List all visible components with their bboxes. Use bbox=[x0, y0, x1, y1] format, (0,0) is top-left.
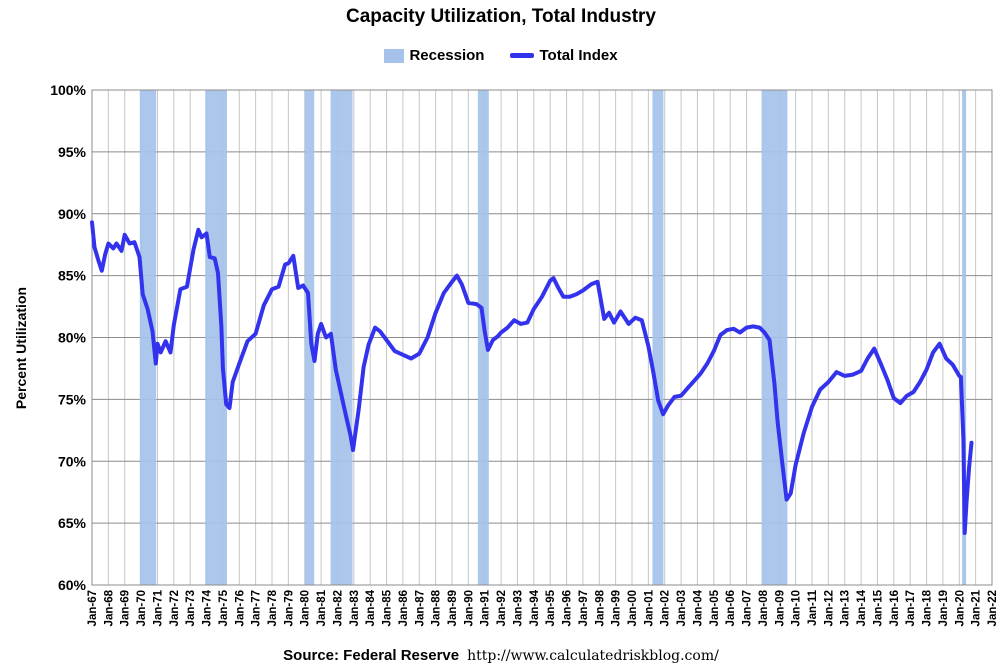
total-index-line bbox=[90, 220, 974, 535]
x-tick-label: Jan-87 bbox=[414, 590, 426, 626]
x-tick-label: Jan-78 bbox=[267, 589, 279, 626]
x-tick-label: Jan-99 bbox=[611, 590, 623, 626]
x-tick-label: Jan-03 bbox=[676, 590, 688, 626]
y-tick-label: 80% bbox=[58, 330, 87, 346]
y-tick-label: 70% bbox=[58, 453, 87, 469]
x-tick-label: Jan-92 bbox=[496, 590, 508, 626]
recession-band bbox=[962, 90, 967, 585]
x-tick-label: Jan-70 bbox=[136, 590, 148, 626]
x-tick-label: Jan-01 bbox=[643, 589, 655, 626]
x-tick-label: Jan-11 bbox=[807, 589, 819, 625]
x-tick-label: Jan-13 bbox=[840, 590, 852, 626]
x-tick-label: Jan-97 bbox=[578, 590, 590, 626]
legend-swatch-total-index bbox=[510, 53, 535, 58]
x-tick-label: Jan-69 bbox=[120, 590, 132, 626]
legend-item-recession: Recession bbox=[384, 47, 484, 64]
chart-title: Capacity Utilization, Total Industry bbox=[345, 6, 656, 27]
x-tick-label: Jan-93 bbox=[512, 590, 524, 626]
x-tick-label: Jan-05 bbox=[709, 589, 721, 626]
x-tick-label: Jan-67 bbox=[87, 590, 99, 626]
x-tick-label: Jan-84 bbox=[365, 589, 377, 626]
x-tick-label: Jan-77 bbox=[251, 590, 263, 626]
x-tick-label: Jan-15 bbox=[872, 589, 884, 626]
x-tick-label: Jan-76 bbox=[234, 590, 246, 626]
x-tick-label: Jan-21 bbox=[971, 589, 983, 626]
y-tick-label: 90% bbox=[58, 206, 87, 222]
x-tick-label: Jan-20 bbox=[954, 590, 966, 626]
x-tick-label: Jan-85 bbox=[382, 589, 394, 626]
x-tick-label: Jan-73 bbox=[185, 590, 197, 626]
x-tick-label: Jan-68 bbox=[103, 589, 115, 626]
x-tick-label: Jan-22 bbox=[987, 590, 999, 626]
x-tick-label: Jan-79 bbox=[283, 590, 295, 626]
x-tick-label: Jan-96 bbox=[562, 590, 574, 626]
x-tick-label: Jan-18 bbox=[922, 589, 934, 626]
y-tick-label: 75% bbox=[58, 391, 87, 407]
recession-band bbox=[205, 90, 227, 585]
x-tick-label: Jan-89 bbox=[447, 590, 459, 626]
x-tick-label: Jan-74 bbox=[202, 589, 214, 626]
y-tick-label: 60% bbox=[58, 577, 87, 593]
x-tick-label: Jan-19 bbox=[938, 590, 950, 626]
x-tick-label: Jan-72 bbox=[169, 590, 181, 626]
x-tick-label: Jan-91 bbox=[480, 589, 492, 626]
recession-band bbox=[139, 90, 157, 585]
x-tick-label: Jan-06 bbox=[725, 590, 737, 626]
x-tick-label: Jan-82 bbox=[332, 590, 344, 626]
recession-band bbox=[330, 90, 353, 585]
x-tick-label: Jan-81 bbox=[316, 589, 328, 626]
legend-label-recession: Recession bbox=[409, 47, 485, 64]
x-tick-label: Jan-80 bbox=[300, 590, 312, 626]
x-tick-label: Jan-75 bbox=[218, 589, 230, 626]
x-tick-label: Jan-14 bbox=[856, 589, 868, 626]
x-tick-label: Jan-83 bbox=[349, 590, 361, 626]
source-url: http://www.calculatedriskblog.com/ bbox=[467, 648, 719, 664]
x-tick-label: Jan-07 bbox=[742, 590, 754, 626]
x-tick-label: Jan-00 bbox=[627, 590, 639, 626]
x-tick-label: Jan-88 bbox=[431, 589, 443, 626]
x-tick-label: Jan-04 bbox=[692, 589, 704, 626]
legend: Recession Total Index bbox=[0, 47, 1002, 64]
x-tick-label: Jan-86 bbox=[398, 590, 410, 626]
x-tick-label: Jan-12 bbox=[823, 590, 835, 626]
source-line: Source: Federal Reserve http://www.calcul… bbox=[0, 647, 1002, 664]
x-tick-label: Jan-08 bbox=[758, 589, 770, 626]
x-tick-label: Jan-90 bbox=[463, 590, 475, 626]
x-tick-label: Jan-98 bbox=[594, 589, 606, 626]
plot-border bbox=[91, 89, 993, 586]
y-tick-label: 95% bbox=[58, 144, 87, 160]
y-tick-label: 85% bbox=[58, 268, 87, 284]
x-tick-label: Jan-02 bbox=[660, 590, 672, 626]
y-axis-label: Percent Utilization bbox=[13, 286, 29, 410]
x-tick-label: Jan-95 bbox=[545, 589, 557, 626]
y-tick-label: 65% bbox=[58, 515, 87, 531]
x-tick-label: Jan-94 bbox=[529, 589, 541, 626]
x-tick-label: Jan-71 bbox=[152, 589, 164, 626]
recession-band bbox=[477, 90, 489, 585]
x-tick-label: Jan-17 bbox=[905, 590, 917, 626]
x-tick-label: Jan-16 bbox=[889, 590, 901, 626]
legend-item-total-index: Total Index bbox=[510, 47, 618, 64]
recession-band bbox=[652, 90, 664, 585]
y-tick-label: 100% bbox=[50, 82, 86, 98]
source-label: Source: Federal Reserve bbox=[283, 647, 460, 664]
x-tick-label: Jan-09 bbox=[774, 590, 786, 626]
legend-label-total-index: Total Index bbox=[539, 47, 618, 64]
legend-swatch-recession bbox=[384, 48, 405, 63]
x-tick-label: Jan-10 bbox=[791, 590, 803, 626]
